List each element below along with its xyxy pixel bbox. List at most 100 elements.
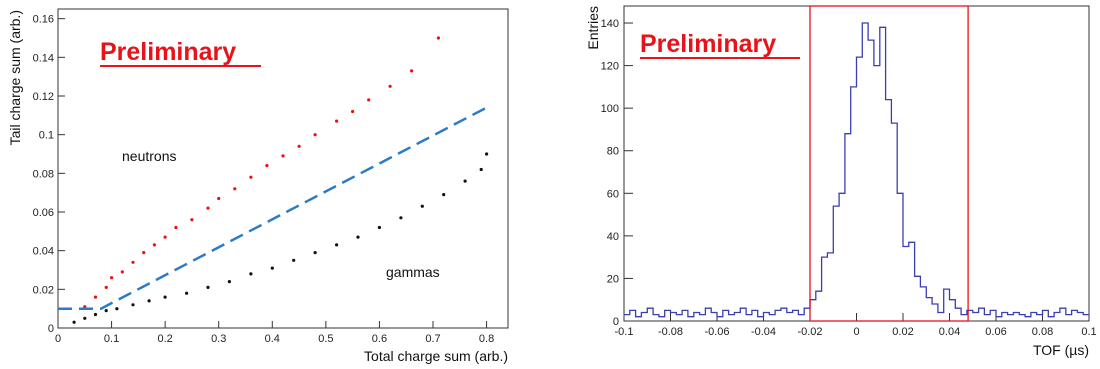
gammas-point xyxy=(115,307,119,311)
x-tick-label: -0.1 xyxy=(615,326,634,338)
x-tick-label: 0.7 xyxy=(425,333,440,345)
x-tick-label: 0.1 xyxy=(104,333,119,345)
gammas-label: gammas xyxy=(386,264,440,280)
x-tick-label: 0.08 xyxy=(1032,326,1053,338)
neutrons-point xyxy=(93,295,98,299)
gammas-point xyxy=(147,299,151,303)
gammas-point xyxy=(83,316,87,320)
gammas-point xyxy=(399,216,403,220)
x-tick-label: 0 xyxy=(853,326,859,338)
gammas-point xyxy=(479,167,483,172)
neutrons-point xyxy=(142,251,146,255)
y-tick-label: 80 xyxy=(607,146,619,158)
gammas-point xyxy=(335,243,339,247)
x-tick-label: 0.2 xyxy=(157,333,172,345)
scatter-y-axis-title: Tail charge sum (arb.) xyxy=(7,10,23,145)
y-tick-label: 100 xyxy=(601,103,619,115)
gammas-point xyxy=(356,235,360,239)
x-tick-label: -0.04 xyxy=(751,326,776,338)
neutrons-point xyxy=(131,260,135,264)
neutrons-point xyxy=(104,285,108,289)
gammas-point xyxy=(104,309,108,313)
neutrons-point xyxy=(249,175,253,179)
histogram-x-axis-title: TOF (µs) xyxy=(1033,342,1089,358)
y-tick-label: 0.02 xyxy=(33,284,54,296)
histogram-line xyxy=(624,22,1089,318)
neutrons-point xyxy=(281,154,285,158)
separation-cut-line xyxy=(58,106,488,310)
x-tick-label: 0.1 xyxy=(1081,326,1096,338)
gammas-point xyxy=(249,272,253,276)
neutrons-point xyxy=(110,276,114,280)
gammas-point xyxy=(485,152,489,156)
histogram-watermark: Preliminary xyxy=(640,30,776,58)
x-tick-label: 0.06 xyxy=(985,326,1006,338)
gammas-point xyxy=(292,258,296,262)
x-tick-label: -0.08 xyxy=(658,326,683,338)
selection-box xyxy=(809,5,969,322)
neutrons-point xyxy=(120,270,124,274)
x-tick-label: 0.8 xyxy=(479,333,494,345)
gammas-point xyxy=(131,303,135,307)
neutrons-point xyxy=(436,36,440,40)
scatter-points xyxy=(72,36,489,324)
x-tick-label: 0.5 xyxy=(318,333,333,345)
x-tick-label: 0.4 xyxy=(265,333,280,345)
gammas-point xyxy=(227,280,231,284)
scatter-plot: 0 0.1 0.2 0.3 0.4 0.5 0.6 0.7 0.8 0 0.02 0.04 0.06 0.… xyxy=(7,8,509,364)
neutrons-point xyxy=(351,109,355,114)
gammas-point xyxy=(270,266,274,270)
x-tick-label: 0.04 xyxy=(939,326,960,338)
neutrons-point xyxy=(152,243,156,247)
x-tick-label: 0 xyxy=(55,333,61,345)
y-tick-label: 0 xyxy=(613,316,619,328)
scatter-watermark: Preliminary xyxy=(100,38,236,66)
neutrons-point xyxy=(233,187,237,191)
y-tick-label: 0.1 xyxy=(39,130,54,142)
y-tick-label: 140 xyxy=(601,18,619,30)
gammas-point xyxy=(185,291,189,295)
x-tick-label: -0.06 xyxy=(704,326,729,338)
y-tick-label: 0.16 xyxy=(33,14,54,26)
y-tick-label: 0.06 xyxy=(33,207,54,219)
scatter-ticks: 0 0.1 0.2 0.3 0.4 0.5 0.6 0.7 0.8 0 0.02 0.04 0.06 0.… xyxy=(33,14,495,345)
neutrons-point xyxy=(410,69,414,73)
scatter-plot-frame xyxy=(57,8,509,329)
gammas-point xyxy=(313,251,317,255)
neutrons-point xyxy=(313,133,317,137)
neutrons-point xyxy=(174,225,178,230)
gammas-point xyxy=(442,193,446,197)
gammas-point xyxy=(463,179,467,183)
y-tick-label: 0.12 xyxy=(33,91,54,103)
gammas-point xyxy=(93,312,98,317)
neutrons-point xyxy=(190,218,194,222)
y-tick-label: 0.08 xyxy=(33,168,54,180)
neutrons-point xyxy=(163,235,167,239)
scatter-x-axis-title: Total charge sum (arb.) xyxy=(364,348,508,364)
y-tick-label: 60 xyxy=(607,188,619,200)
y-tick-label: 20 xyxy=(607,273,619,285)
gammas-point xyxy=(72,320,76,324)
y-tick-label: 0.14 xyxy=(33,52,54,64)
histogram-ticks: -0.1 -0.08 -0.06 -0.04 -0.02 0 0.02 0.04 0.06 0.0… xyxy=(601,18,1097,338)
gammas-point xyxy=(163,295,167,299)
y-tick-label: 120 xyxy=(601,61,619,73)
neutrons-point xyxy=(388,84,392,88)
neutrons-point xyxy=(265,164,269,168)
x-tick-label: 0.6 xyxy=(372,333,387,345)
x-tick-label: -0.02 xyxy=(797,326,822,338)
x-tick-label: 0.3 xyxy=(211,333,226,345)
neutrons-point xyxy=(367,98,371,102)
x-tick-label: 0.02 xyxy=(892,326,913,338)
neutrons-point xyxy=(297,144,301,148)
gammas-point xyxy=(420,204,424,208)
neutrons-point xyxy=(206,206,210,210)
neutrons-point xyxy=(217,196,221,201)
neutrons-label: neutrons xyxy=(122,148,176,164)
y-tick-label: 0.04 xyxy=(33,246,54,258)
histogram-y-axis-title: Entries xyxy=(585,6,601,50)
gammas-point xyxy=(377,225,381,230)
y-tick-label: 0 xyxy=(48,323,54,335)
gammas-point xyxy=(206,285,210,289)
tof-histogram: -0.1 -0.08 -0.06 -0.04 -0.02 0 0.02 0.04 0.06 0.0… xyxy=(585,5,1097,358)
